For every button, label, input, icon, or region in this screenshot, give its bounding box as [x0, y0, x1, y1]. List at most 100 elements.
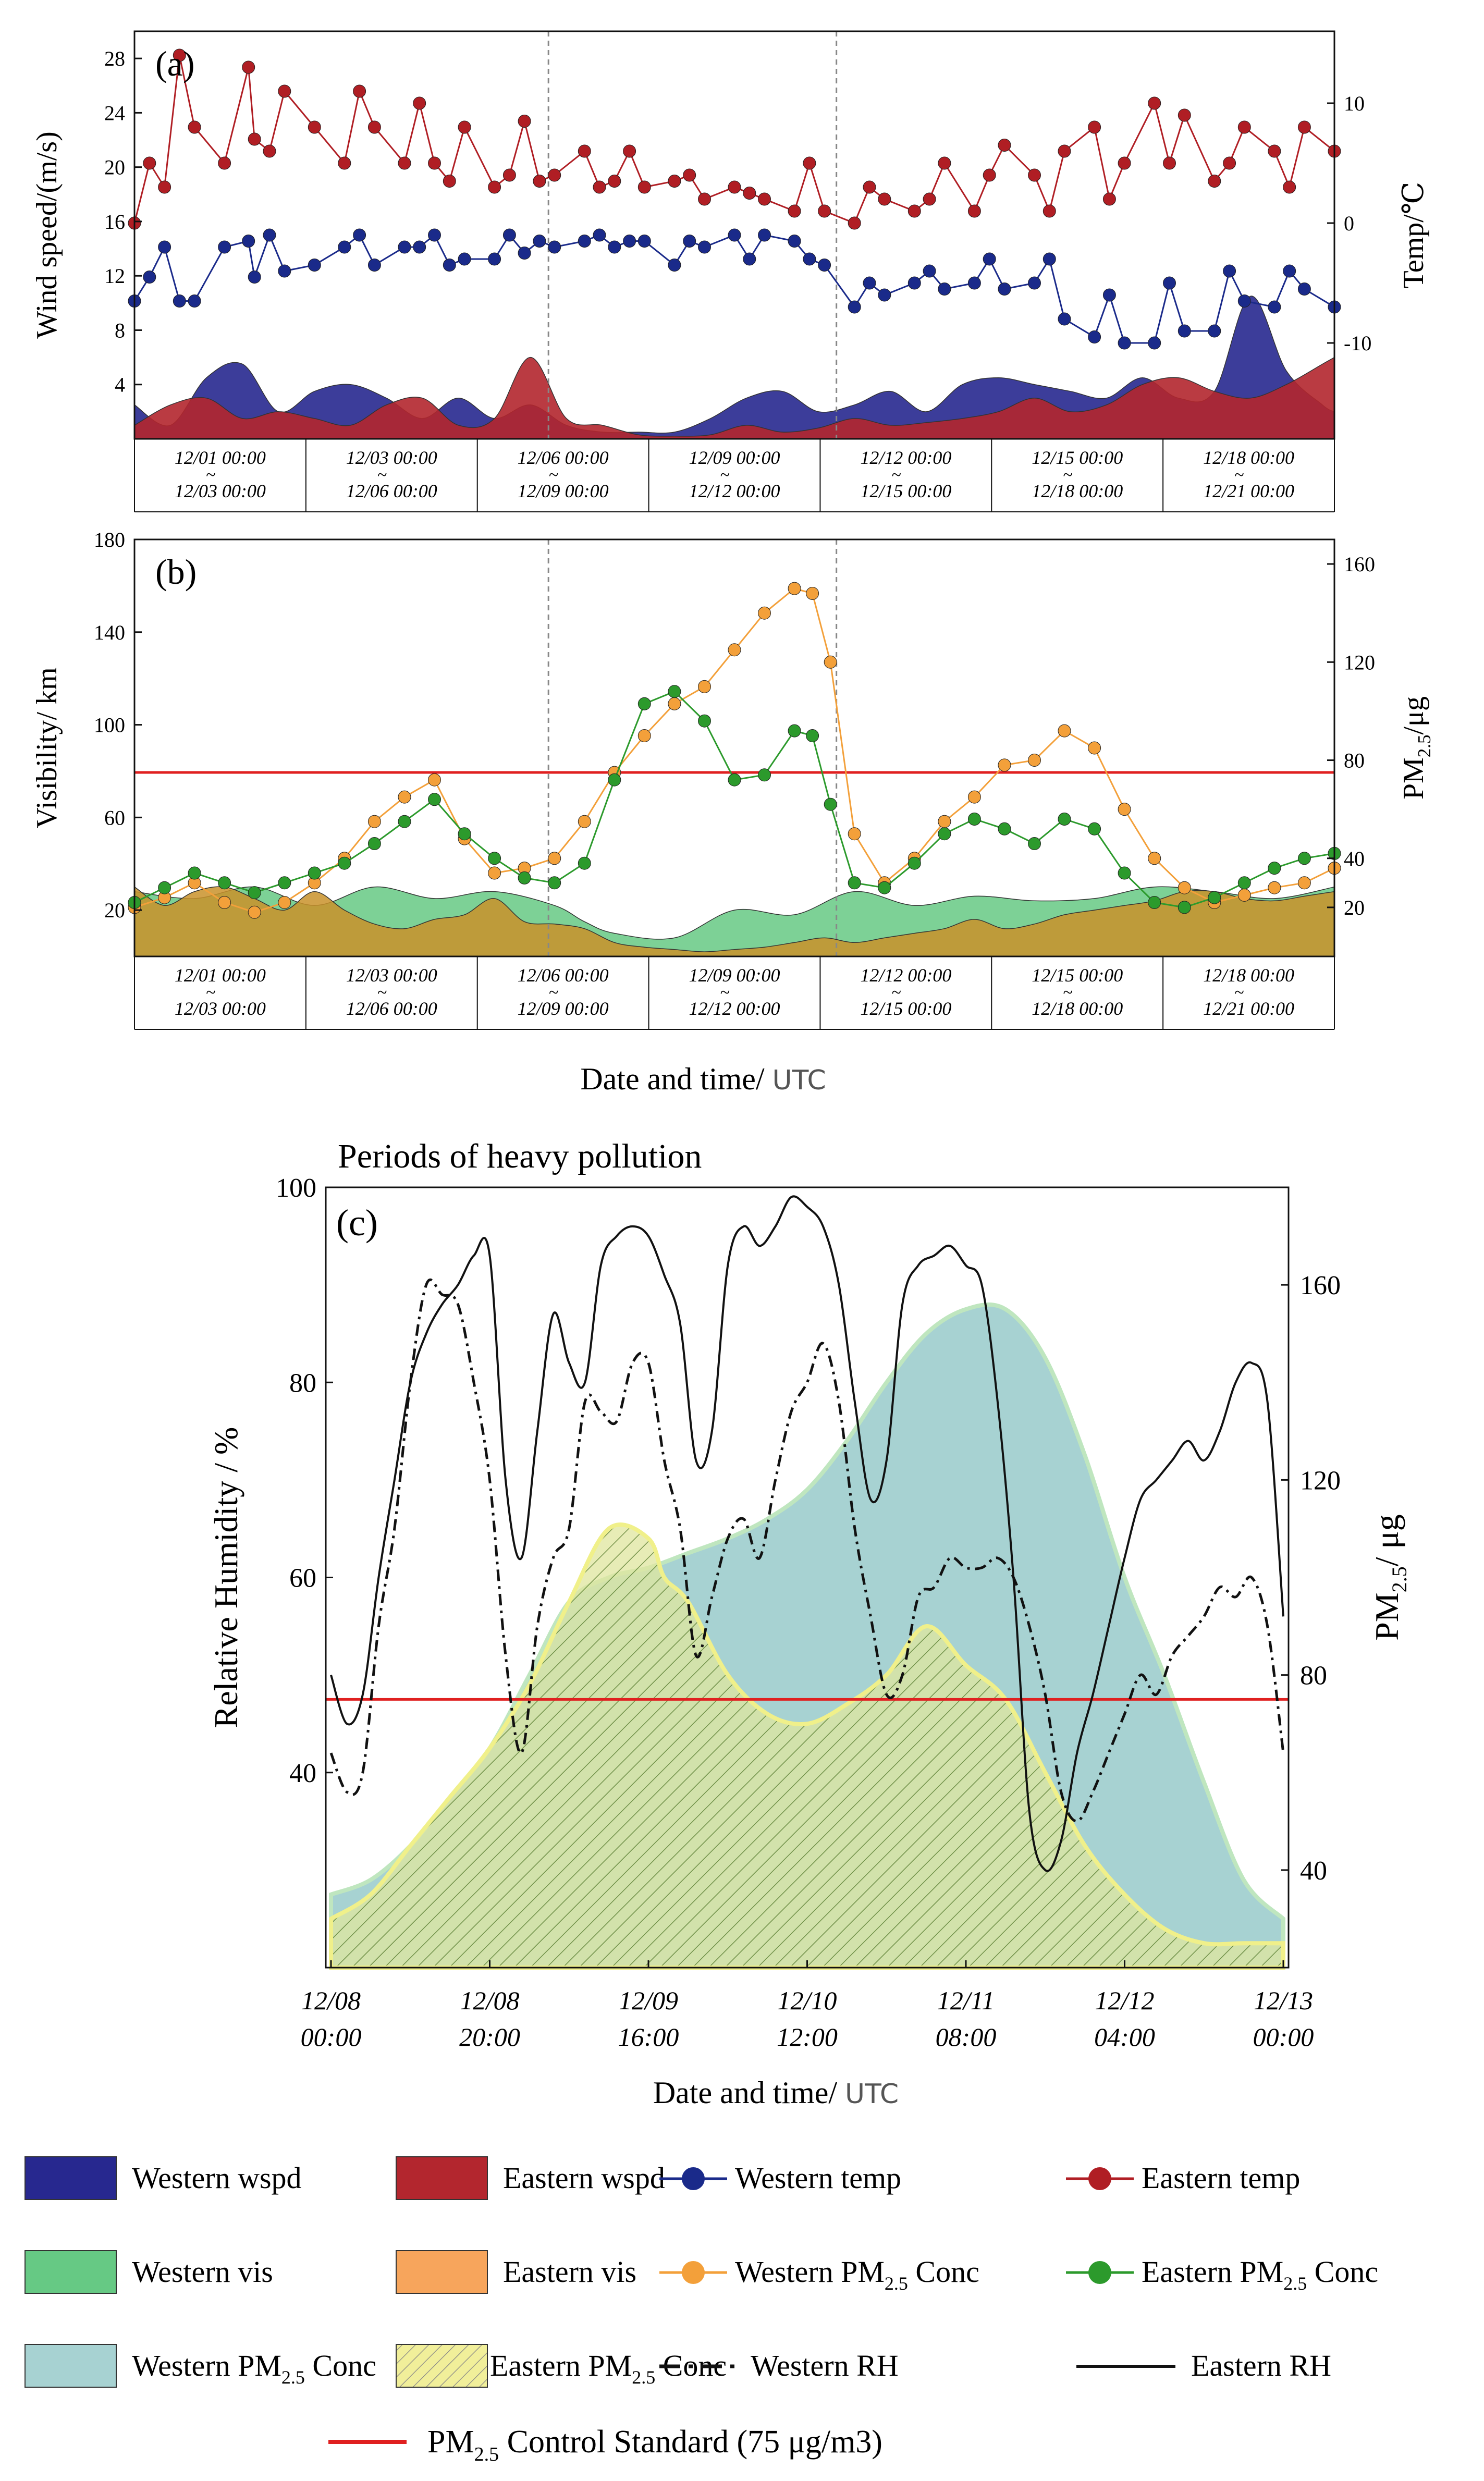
point-eastern-pm2-5-conc [428, 793, 441, 806]
interval-end-label: 12/18 00:00 [1032, 481, 1123, 501]
point-eastern-temp [698, 192, 711, 206]
point-eastern-temp [1102, 192, 1116, 206]
point-western-pm2-5-conc [848, 827, 861, 841]
interval-start-label: 12/01 00:00 [175, 965, 266, 986]
point-eastern-pm2-5-conc [248, 886, 261, 900]
chart-title: Periods of heavy pollution [338, 1137, 702, 1175]
point-western-temp [158, 240, 171, 254]
point-western-temp [143, 271, 156, 284]
x-tick-time: 00:00 [301, 2022, 362, 2052]
point-western-pm2-5-conc [578, 815, 591, 828]
right-tick-label: -10 [1344, 331, 1371, 355]
left-tick-label: 20 [104, 156, 125, 179]
point-eastern-temp [863, 180, 876, 194]
interval-end-label: 12/15 00:00 [860, 998, 951, 1019]
point-eastern-temp [923, 192, 936, 206]
left-tick-label: 80 [289, 1368, 316, 1398]
point-western-temp [593, 228, 606, 242]
point-eastern-temp [998, 139, 1011, 152]
point-eastern-pm2-5-conc [1268, 862, 1281, 875]
point-eastern-pm2-5-conc [398, 815, 411, 828]
point-western-temp [818, 259, 831, 272]
point-eastern-temp [308, 120, 321, 134]
right-tick-label: 0 [1344, 212, 1354, 235]
point-western-pm2-5-conc [367, 815, 381, 828]
left-tick-label: 100 [276, 1173, 316, 1203]
line-western-rh [329, 1279, 1285, 1823]
point-western-temp [983, 252, 996, 266]
point-eastern-temp [143, 156, 156, 170]
point-eastern-pm2-5-conc [878, 881, 891, 894]
point-western-pm2-5-conc [967, 790, 981, 804]
point-western-temp [1163, 276, 1176, 290]
point-eastern-pm2-5-conc [668, 685, 681, 698]
right-tick-label: 120 [1300, 1466, 1341, 1495]
legend-western-pm2-5-conc-swatch-marker [682, 2261, 705, 2284]
point-eastern-temp [173, 48, 186, 62]
interval-end-label: 12/12 00:00 [689, 481, 780, 501]
interval-start-label: 12/06 00:00 [518, 447, 609, 468]
panel-c: 40 60 80 100 40 80 120 160 12/08 00:00 12/08 20:00 1… [207, 1137, 1411, 2110]
right-tick-label: 40 [1300, 1856, 1327, 1886]
point-eastern-pm2-5-conc [488, 852, 501, 865]
point-eastern-temp [623, 144, 636, 158]
legend-western-temp-swatch-marker [682, 2167, 705, 2190]
point-western-temp [698, 240, 711, 254]
interval-tilde: ~ [377, 465, 387, 485]
point-western-temp [353, 228, 366, 242]
point-eastern-temp [1208, 175, 1221, 188]
point-eastern-temp [263, 144, 276, 158]
x-tick-date: 12/08 [460, 1986, 520, 2015]
point-western-pm2-5-conc [1058, 724, 1071, 738]
interval-end-label: 12/09 00:00 [518, 998, 609, 1019]
point-eastern-temp [1118, 156, 1131, 170]
point-eastern-temp [338, 156, 351, 170]
interval-start-label: 12/09 00:00 [689, 447, 780, 468]
point-western-temp [458, 252, 471, 266]
point-eastern-temp [1237, 120, 1251, 134]
right-tick-label: 120 [1344, 650, 1375, 674]
area-eastern-vis [134, 886, 1335, 957]
point-eastern-temp [878, 192, 891, 206]
right-tick-label: 80 [1300, 1661, 1327, 1691]
legend-western-wspd-swatch [24, 2156, 117, 2200]
point-eastern-pm2-5-conc [548, 876, 561, 890]
point-eastern-pm2-5-conc [907, 856, 921, 870]
point-western-temp [848, 300, 861, 314]
legend-eastern-pm2-5-conc-swatch-marker [1088, 2261, 1111, 2284]
point-western-temp [1208, 324, 1221, 338]
interval-start-label: 12/15 00:00 [1032, 447, 1123, 468]
point-eastern-temp [967, 204, 981, 218]
point-western-temp [308, 259, 321, 272]
panel-a: 4 8 12 16 20 24 28 10 0 -10 Wind speed/(m/s) Temp/℃… [31, 30, 1430, 512]
left-tick-label: 60 [104, 806, 125, 829]
point-western-temp [878, 288, 891, 302]
legend-western-pm2-5-conc-label: Western PM2.5 Conc [132, 2349, 376, 2388]
legend-western-vis-label: Western vis [132, 2255, 273, 2289]
point-eastern-pm2-5-conc [1058, 813, 1071, 826]
point-western-temp [218, 240, 231, 254]
legend-eastern-wspd-swatch [396, 2156, 488, 2200]
point-western-temp [863, 276, 876, 290]
interval-end-label: 12/21 00:00 [1203, 481, 1294, 501]
point-eastern-pm2-5-conc [1297, 852, 1311, 865]
point-western-temp [242, 235, 255, 248]
point-western-pm2-5-conc [788, 582, 801, 595]
line-eastern-rh [330, 1195, 1284, 1872]
legend-western-wspd-label: Western wspd [132, 2161, 302, 2195]
interval-tilde: ~ [1063, 983, 1073, 1002]
x-axis-title: Date and time/ UTC [653, 2075, 899, 2110]
right-tick-label: 10 [1344, 92, 1365, 115]
legend-western-pm2-5-conc-label: Western PM2.5 Conc [735, 2255, 979, 2294]
point-eastern-temp [1283, 180, 1296, 194]
interval-tilde: ~ [377, 983, 387, 1002]
point-western-temp [1043, 252, 1056, 266]
interval-start-label: 12/06 00:00 [518, 965, 609, 986]
point-western-temp [668, 259, 681, 272]
point-eastern-pm2-5-conc [458, 827, 471, 841]
point-eastern-pm2-5-conc [1148, 896, 1161, 909]
point-eastern-temp [353, 84, 366, 98]
point-eastern-temp [848, 216, 861, 230]
interval-end-label: 12/03 00:00 [175, 998, 266, 1019]
